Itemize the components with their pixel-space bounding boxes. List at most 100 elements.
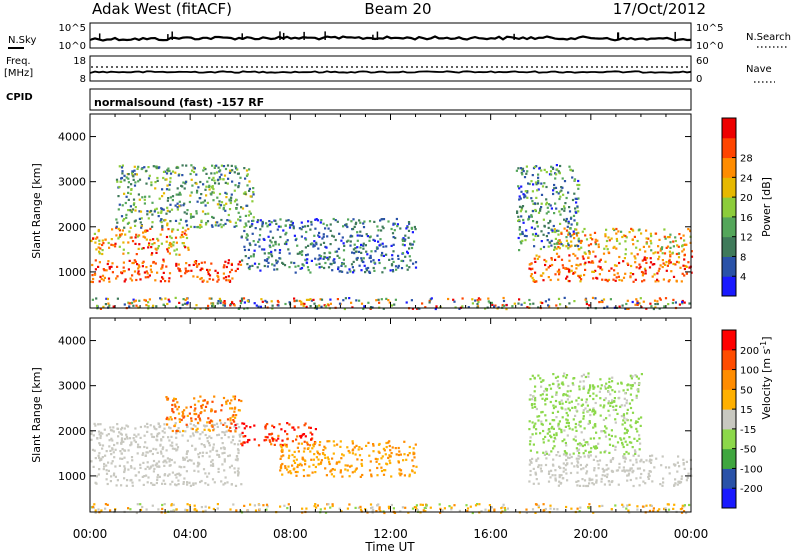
- scatter-cell: [198, 226, 201, 229]
- scatter-cell: [540, 169, 543, 172]
- scatter-cell: [614, 448, 617, 451]
- scatter-cell: [613, 397, 616, 400]
- scatter-cell: [628, 503, 631, 506]
- scatter-cell: [116, 275, 119, 278]
- scatter-cell: [394, 298, 397, 301]
- scatter-cell: [266, 436, 269, 439]
- date-label: 17/Oct/2012: [613, 0, 706, 18]
- scatter-cell: [175, 166, 178, 169]
- scatter-cell: [301, 457, 304, 460]
- scatter-cell: [152, 470, 155, 473]
- scatter-cell: [547, 210, 550, 213]
- scatter-cell: [604, 235, 607, 238]
- scatter-cell: [140, 217, 143, 220]
- scatter-cell: [622, 469, 625, 472]
- scatter-cell: [581, 444, 584, 448]
- scatter-cell: [613, 390, 617, 393]
- scatter-cell: [119, 432, 122, 435]
- scatter-cell: [622, 260, 625, 263]
- scatter-cell: [645, 229, 648, 232]
- scatter-cell: [600, 477, 603, 480]
- scatter-cell: [233, 304, 236, 307]
- scatter-cell: [237, 185, 240, 188]
- scatter-cell: [184, 267, 187, 270]
- scatter-cell: [136, 167, 139, 170]
- scatter-cell: [391, 257, 394, 260]
- scatter-cell: [140, 224, 143, 227]
- scatter-cell: [184, 182, 187, 185]
- scatter-cell: [145, 182, 148, 185]
- scatter-cell: [217, 278, 220, 281]
- scatter-cell: [291, 223, 294, 226]
- scatter-cell: [237, 474, 240, 477]
- scatter-cell: [213, 179, 216, 182]
- scatter-cell: [605, 427, 608, 430]
- scatter-cell: [123, 477, 126, 480]
- scatter-cell: [563, 429, 566, 432]
- scatter-cell: [175, 262, 178, 265]
- scatter-cell: [187, 269, 190, 273]
- scatter-cell: [599, 451, 602, 454]
- scatter-cell: [276, 299, 279, 303]
- scatter-cell: [151, 201, 154, 204]
- scatter-cell: [566, 414, 569, 417]
- scatter-cell: [248, 210, 251, 213]
- scatter-cell: [129, 277, 132, 280]
- scatter-cell: [171, 441, 174, 444]
- scatter-cell: [98, 239, 101, 242]
- scatter-cell: [628, 436, 631, 439]
- scatter-cell: [226, 399, 229, 402]
- scatter-cell: [664, 237, 667, 240]
- scatter-cell: [548, 453, 551, 456]
- scatter-cell: [641, 274, 644, 277]
- scatter-cell: [120, 437, 124, 440]
- scatter-cell: [156, 237, 159, 240]
- scatter-cell: [315, 506, 318, 509]
- scatter-cell: [554, 376, 558, 379]
- scatter-cell: [185, 219, 188, 222]
- scatter-cell: [220, 447, 223, 450]
- scatter-cell: [218, 200, 221, 203]
- scatter-cell: [467, 306, 470, 309]
- scatter-cell: [108, 304, 111, 307]
- scatter-cell: [562, 375, 565, 378]
- scatter-cell: [284, 430, 287, 433]
- scatter-cell: [340, 239, 343, 242]
- scatter-cell: [522, 221, 525, 224]
- scatter-cell: [545, 389, 548, 392]
- scatter-cell: [640, 472, 643, 476]
- scatter-cell: [281, 462, 284, 466]
- scatter-cell: [553, 228, 556, 231]
- scatter-cell: [597, 467, 600, 470]
- scatter-cell: [362, 247, 365, 250]
- scatter-cell: [145, 266, 148, 269]
- scatter-cell: [358, 264, 361, 267]
- scatter-cell: [190, 164, 193, 167]
- scatter-cell: [545, 450, 548, 453]
- scatter-cell: [222, 208, 225, 211]
- scatter-cell: [222, 277, 225, 280]
- scatter-cell: [547, 226, 550, 229]
- scatter-cell: [332, 259, 335, 262]
- scatter-cell: [659, 264, 662, 267]
- scatter-cell: [175, 248, 178, 251]
- scatter-cell: [156, 451, 159, 454]
- scatter-cell: [347, 239, 350, 242]
- scatter-cell: [624, 440, 627, 443]
- scatter-cell: [681, 302, 684, 305]
- scatter-cell: [207, 270, 210, 273]
- scatter-cell: [340, 457, 343, 460]
- scatter-cell: [219, 299, 222, 302]
- scatter-cell: [243, 245, 246, 248]
- scatter-cell: [118, 235, 121, 238]
- scatter-cell: [567, 233, 570, 236]
- scatter-cell: [530, 404, 534, 407]
- scatter-cell: [120, 215, 124, 218]
- scatter-cell: [568, 302, 571, 305]
- scatter-cell: [222, 224, 225, 227]
- scatter-cell: [151, 504, 154, 507]
- scatter-cell: [123, 174, 126, 177]
- scatter-cell: [110, 453, 113, 456]
- scatter-cell: [128, 305, 131, 308]
- scatter-cell: [591, 478, 594, 481]
